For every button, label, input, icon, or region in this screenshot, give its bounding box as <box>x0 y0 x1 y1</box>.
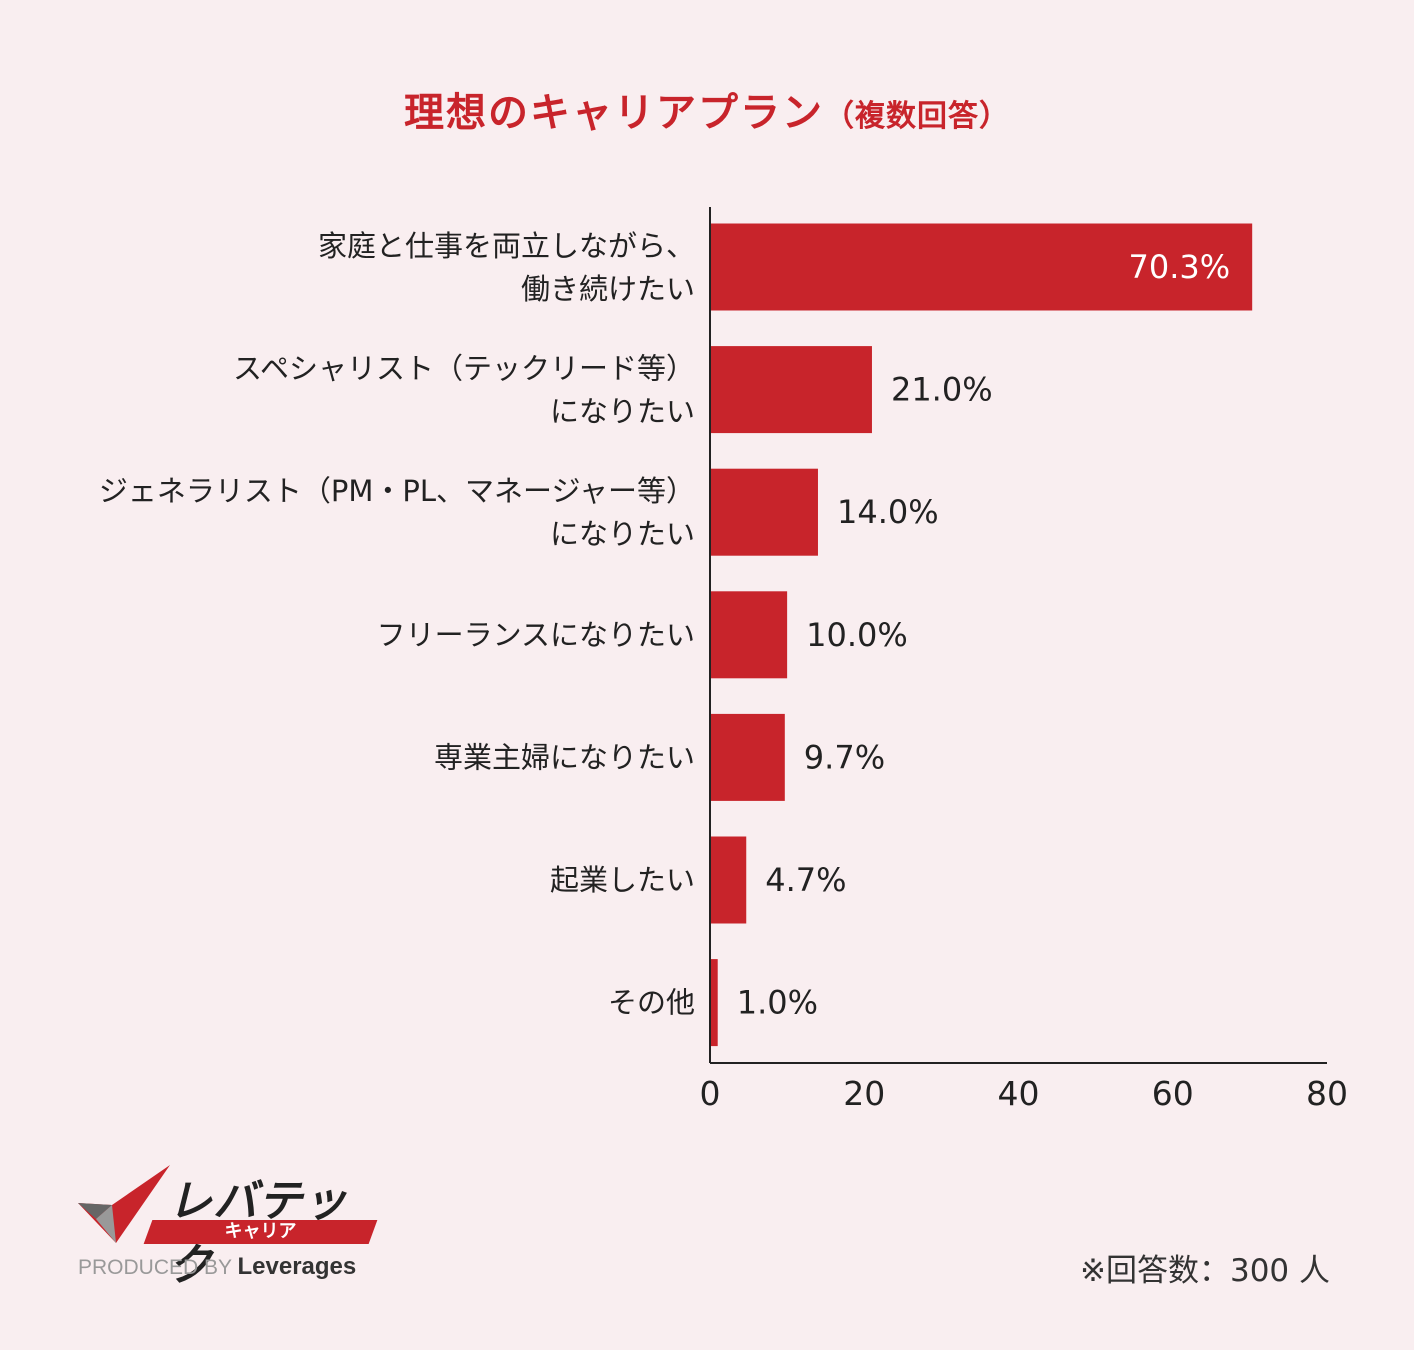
chart-title-sub: （複数回答） <box>824 99 1010 134</box>
bar-0 <box>710 223 1253 311</box>
chart-title-main: 理想のキャリアプラン <box>404 90 824 136</box>
check-mark-icon <box>78 1165 170 1243</box>
logo-name: レバテック <box>168 1176 348 1291</box>
logo-produced-by: PRODUCED BY Leverages <box>78 1253 356 1281</box>
produced-by-text: PRODUCED BY <box>78 1256 232 1279</box>
labels-group: 70.3% 家庭と仕事を両立しながら、働き続けたい 21.0% スペシャリスト（テック… <box>99 229 1348 1113</box>
bar-4 <box>710 713 785 801</box>
value-label-5: 4.7% <box>765 861 846 899</box>
category-label-6: その他 <box>608 986 695 1020</box>
respondent-note: ※回答数：300 人 <box>1080 1253 1330 1289</box>
category-label-2-line-0: ジェネラリスト（PM・PL、マネージャー等） <box>99 474 695 508</box>
x-tick-label-4: 80 <box>1306 1074 1348 1113</box>
category-label-5: 起業したい <box>550 863 695 897</box>
category-label-0-line-1: 働き続けたい <box>521 272 695 306</box>
category-label-0-line-0: 家庭と仕事を両立しながら、 <box>318 229 695 263</box>
value-label-3: 10.0% <box>806 616 908 654</box>
bar-1 <box>710 346 872 434</box>
category-label-1-line-1: になりたい <box>550 395 695 429</box>
value-label-2: 14.0% <box>837 493 939 531</box>
logo-brand: Leverages <box>237 1253 357 1280</box>
x-tick-label-2: 40 <box>998 1074 1040 1113</box>
bar-5 <box>710 836 747 924</box>
x-tick-label-3: 60 <box>1152 1074 1194 1113</box>
bar-2 <box>710 468 818 556</box>
x-tick-label-1: 20 <box>843 1074 885 1113</box>
x-tick-label-0: 0 <box>700 1074 721 1113</box>
axes-group <box>709 207 1327 1064</box>
bar-3 <box>710 591 788 679</box>
category-label-4: 専業主婦になりたい <box>434 740 695 774</box>
bar-6 <box>710 959 718 1047</box>
value-label-1: 21.0% <box>891 371 993 409</box>
category-label-1-line-0: スペシャリスト（テックリード等） <box>233 352 695 386</box>
category-label-3: フリーランスになりたい <box>377 618 695 652</box>
brand-logo: レバテック キャリア PRODUCED BY Leverages <box>78 1165 388 1291</box>
bars-group <box>710 223 1253 1047</box>
chart-title: 理想のキャリアプラン（複数回答） <box>0 80 1414 138</box>
category-label-2-line-1: になりたい <box>550 517 695 551</box>
value-label-0: 70.3% <box>1129 248 1231 286</box>
value-label-6: 1.0% <box>737 984 818 1022</box>
value-label-4: 9.7% <box>804 738 885 776</box>
logo-sub: キャリア <box>224 1221 297 1242</box>
